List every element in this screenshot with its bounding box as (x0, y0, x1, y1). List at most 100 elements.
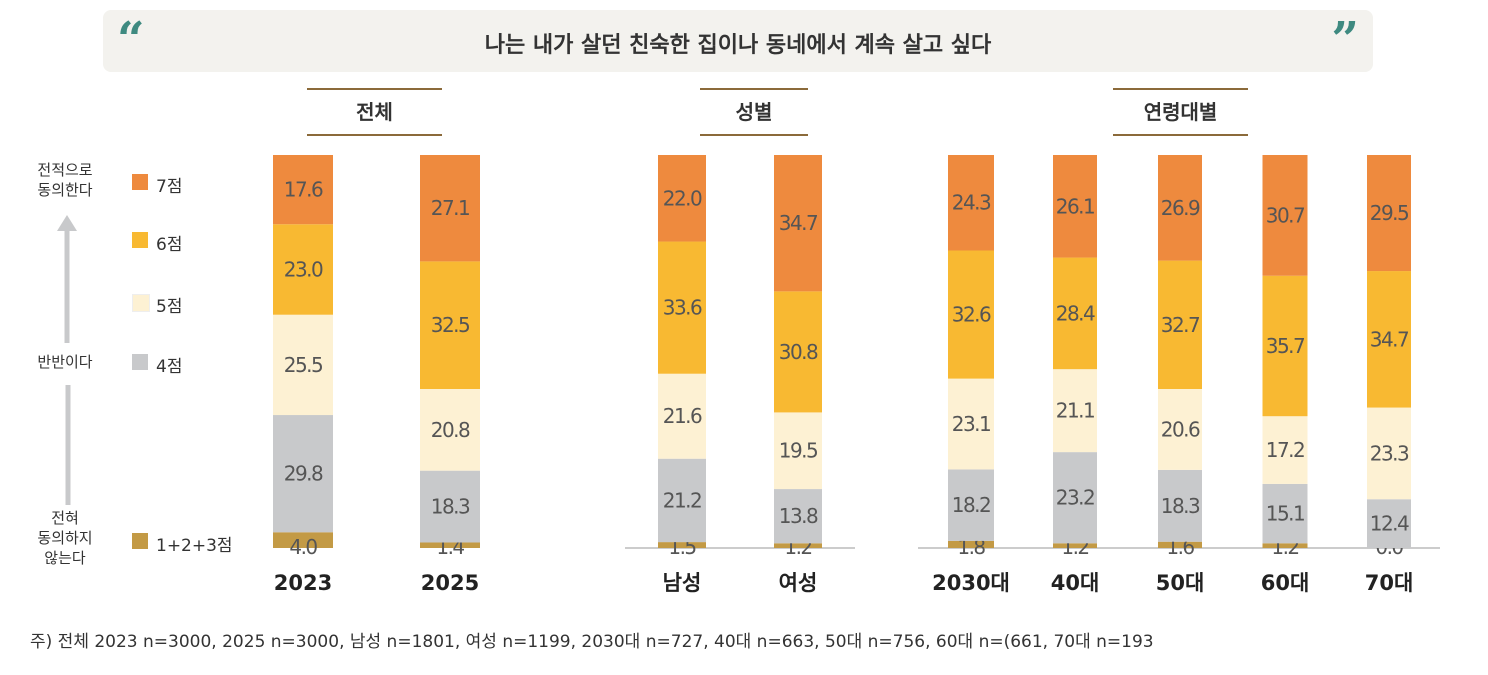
data-label: 30.8 (779, 340, 818, 364)
bar-segment (948, 540, 994, 548)
bar-segment (1158, 469, 1202, 542)
bar-segment (1262, 543, 1308, 548)
bar-segment (1053, 543, 1097, 548)
bar-segment (1262, 155, 1308, 276)
data-label: 19.5 (779, 439, 818, 463)
bar-segment (1053, 452, 1097, 544)
data-label: 29.5 (1370, 201, 1409, 225)
data-label: 23.2 (1056, 486, 1095, 510)
group-header-total: 전체 (307, 88, 442, 136)
category-label: 50대 (1156, 571, 1205, 595)
bar-segment (948, 378, 994, 470)
bar-segment (1158, 155, 1202, 261)
data-label: 17.2 (1266, 438, 1305, 462)
legend-label: 7점 (156, 177, 183, 197)
data-label: 25.5 (284, 353, 323, 377)
bar-segment (273, 532, 333, 548)
bar-segment (1158, 388, 1202, 470)
data-label: 27.1 (431, 196, 470, 220)
bar-segment (1367, 271, 1411, 408)
data-label: 21.1 (1056, 399, 1095, 423)
bar-segment (420, 261, 480, 389)
bar-segment (948, 155, 994, 251)
group-header-age: 연령대별 (1113, 88, 1248, 136)
legend-label: 6점 (156, 235, 183, 255)
data-label: 24.3 (952, 191, 991, 215)
bar-segment (658, 458, 706, 543)
legend-label: 5점 (156, 297, 183, 317)
legend-swatch (132, 354, 148, 370)
bar-segment (658, 155, 706, 242)
legend-mid-label: 반반이다 (37, 353, 93, 371)
bar-segment (774, 412, 822, 490)
title-box: “ 나는 내가 살던 친숙한 집이나 동네에서 계속 살고 싶다 ” (103, 10, 1373, 72)
arrow-up-icon (57, 215, 77, 343)
bar-segment (1053, 155, 1097, 258)
bar-segment (273, 155, 333, 225)
category-label: 여성 (779, 571, 818, 595)
bar-segment (1367, 407, 1411, 500)
bar-segment (1158, 541, 1202, 548)
bar-segment (774, 155, 822, 292)
data-label: 32.5 (431, 313, 470, 337)
bar-segment (1262, 483, 1308, 544)
bar-segment (774, 543, 822, 548)
bar-segment (1053, 369, 1097, 453)
category-label: 60대 (1261, 571, 1310, 595)
bar-segment (273, 224, 333, 315)
data-label: 13.8 (779, 504, 818, 528)
category-label: 2030대 (932, 571, 1010, 595)
arrow-line (65, 385, 71, 505)
data-label: 18.3 (1161, 494, 1200, 518)
data-label: 34.7 (779, 211, 818, 235)
category-label: 2023 (274, 571, 332, 595)
footnote: 주) 전체 2023 n=3000, 2025 n=3000, 남성 n=180… (30, 632, 1154, 652)
data-label: 18.2 (952, 493, 991, 517)
bar-segment (1262, 275, 1308, 417)
category-label: 남성 (663, 571, 702, 595)
data-label: 21.6 (663, 404, 702, 428)
chart-title: 나는 내가 살던 친숙한 집이나 동네에서 계속 살고 싶다 (484, 33, 992, 58)
data-label: 12.4 (1370, 512, 1409, 536)
bar-segment (420, 542, 480, 548)
bar-segment (420, 470, 480, 543)
close-quote-icon: ” (1331, 12, 1359, 68)
open-quote-icon: “ (117, 12, 145, 68)
bar-segment (658, 542, 706, 548)
data-label: 17.6 (284, 178, 323, 202)
data-label: 32.6 (952, 303, 991, 327)
bar-segment (420, 155, 480, 262)
data-label: 21.2 (663, 488, 702, 512)
category-label: 40대 (1051, 571, 1100, 595)
category-label: 70대 (1365, 571, 1414, 595)
bar-segment (658, 373, 706, 459)
bar-segment (420, 388, 480, 471)
data-label: 4.0 (289, 535, 317, 559)
group-header-gender: 성별 (700, 88, 808, 136)
bar-segment (774, 291, 822, 413)
bar-segment (1053, 257, 1097, 370)
bar-segment (273, 415, 333, 533)
data-label: 23.3 (1370, 441, 1409, 465)
data-label: 30.7 (1266, 203, 1305, 227)
data-label: 20.8 (431, 418, 470, 442)
legend-swatch (132, 533, 148, 549)
data-label: 20.6 (1161, 417, 1200, 441)
data-label: 28.4 (1056, 301, 1095, 325)
data-label: 23.0 (284, 257, 323, 281)
data-label: 26.9 (1161, 196, 1200, 220)
stacked-bar-chart: 4.029.825.523.017.620231.418.320.832.527… (273, 155, 1440, 595)
data-label: 26.1 (1056, 194, 1095, 218)
legend-swatch (132, 232, 148, 248)
data-label: 22.0 (663, 186, 702, 210)
bar-segment (1367, 499, 1411, 548)
data-label: 35.7 (1266, 334, 1305, 358)
data-label: 15.1 (1266, 502, 1305, 526)
data-label: 29.8 (284, 462, 323, 486)
legend-bottom-label: 전혀 동의하지 않는다 (37, 509, 93, 567)
category-label: 2025 (421, 571, 479, 595)
bar-segment (658, 241, 706, 374)
bar-segment (1367, 155, 1411, 272)
legend-label: 1+2+3점 (156, 536, 233, 556)
